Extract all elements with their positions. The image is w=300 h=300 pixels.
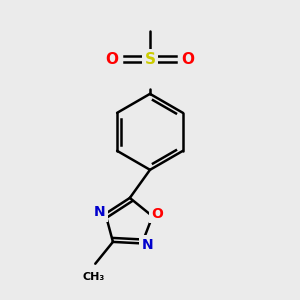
Text: O: O	[182, 52, 194, 67]
Text: O: O	[152, 207, 163, 220]
Text: N: N	[94, 205, 105, 219]
Text: S: S	[145, 52, 155, 67]
Text: N: N	[142, 238, 154, 252]
Text: O: O	[106, 52, 118, 67]
Text: CH₃: CH₃	[82, 272, 105, 282]
